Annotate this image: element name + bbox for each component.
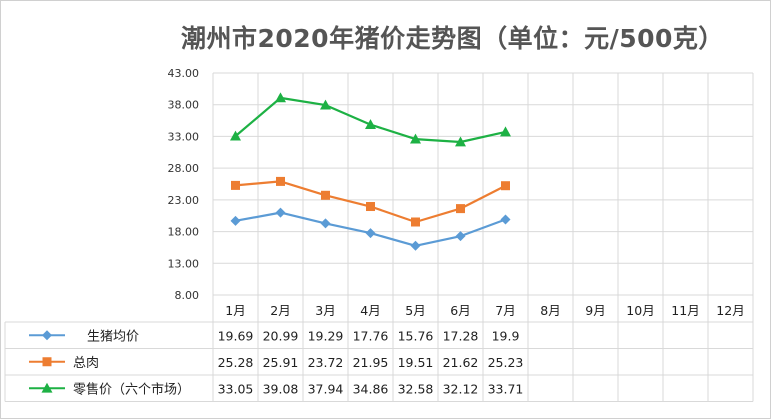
chart-title: 潮州市2020年猪价走势图（单位：元/500克） [181, 24, 724, 53]
y-tick-label: 13.00 [168, 257, 200, 270]
series-line [235, 180, 506, 224]
data-point [276, 176, 285, 186]
table-cell-value: 19.51 [398, 355, 434, 370]
table-cell-value: 17.76 [353, 328, 389, 343]
data-point [321, 190, 330, 200]
data-point [501, 181, 510, 191]
x-category-label: 1月 [225, 303, 245, 318]
data-point [500, 126, 511, 137]
y-tick-label: 28.00 [168, 162, 200, 175]
table-cell-value: 25.28 [218, 355, 254, 370]
data-point [411, 217, 420, 227]
table-cell-value: 33.71 [488, 381, 524, 396]
data-point [500, 214, 511, 225]
data-point [456, 204, 465, 214]
x-category-label: 3月 [315, 303, 335, 318]
table-cell-value: 21.62 [443, 355, 479, 370]
legend-marker [41, 382, 53, 393]
table-cell-value: 32.12 [443, 381, 479, 396]
x-category-label: 5月 [405, 303, 425, 318]
table-cell-value: 34.86 [353, 381, 389, 396]
data-point [320, 99, 331, 110]
legend-marker [42, 330, 52, 341]
y-tick-label: 43.00 [168, 67, 200, 80]
data-point [366, 202, 375, 212]
legend-label: 总肉 [73, 356, 99, 371]
table-cell-value: 33.05 [218, 381, 254, 396]
data-point [231, 180, 240, 190]
table-cell-value: 32.58 [398, 381, 434, 396]
data-point [410, 133, 421, 144]
table-cell-value: 21.95 [353, 355, 389, 370]
data-point [275, 92, 286, 103]
table-cell-value: 25.23 [488, 355, 524, 370]
table-cell-value: 15.76 [398, 328, 434, 343]
data-point [230, 130, 241, 141]
data-point [230, 215, 241, 226]
x-category-label: 12月 [716, 303, 744, 318]
x-category-label: 10月 [626, 303, 654, 318]
legend-label: 零售价（六个市场） [73, 381, 190, 397]
x-category-label: 8月 [540, 303, 560, 318]
table-cell-value: 25.91 [263, 355, 299, 370]
table-cell-value: 39.08 [263, 381, 299, 396]
legend-label: 生猪均价 [87, 329, 139, 344]
table-cell-value: 19.69 [218, 328, 254, 343]
x-category-label: 7月 [495, 303, 515, 318]
y-tick-label: 18.00 [168, 226, 200, 239]
table-cell-value: 19.29 [308, 328, 344, 343]
data-point [365, 228, 376, 239]
y-tick-label: 38.00 [168, 99, 200, 112]
x-category-label: 6月 [450, 303, 470, 318]
series-layer [230, 92, 511, 251]
data-point [455, 136, 466, 147]
grid-layer: 43.00 38.00 33.00 28.00 23.00 18.00 13.00 8.00 [168, 67, 754, 402]
table-cell-value: 17.28 [443, 328, 479, 343]
table-cell-value: 19.9 [492, 328, 520, 343]
data-point [275, 207, 286, 218]
y-tick-label: 8.00 [175, 289, 200, 302]
x-category-label: 2月 [270, 303, 290, 318]
y-tick-label: 23.00 [168, 194, 200, 207]
data-point [455, 231, 466, 242]
legend-marker [42, 357, 52, 367]
table-cell-value: 37.94 [308, 381, 344, 396]
x-category-label: 11月 [671, 303, 699, 318]
x-category-label: 4月 [360, 303, 380, 318]
data-point [365, 119, 376, 130]
data-point [320, 218, 331, 229]
table-cell-value: 23.72 [308, 355, 344, 370]
table-cell-value: 20.99 [263, 328, 299, 343]
x-category-label: 9月 [585, 303, 605, 318]
y-tick-label: 33.00 [168, 130, 200, 143]
data-point [410, 240, 421, 251]
